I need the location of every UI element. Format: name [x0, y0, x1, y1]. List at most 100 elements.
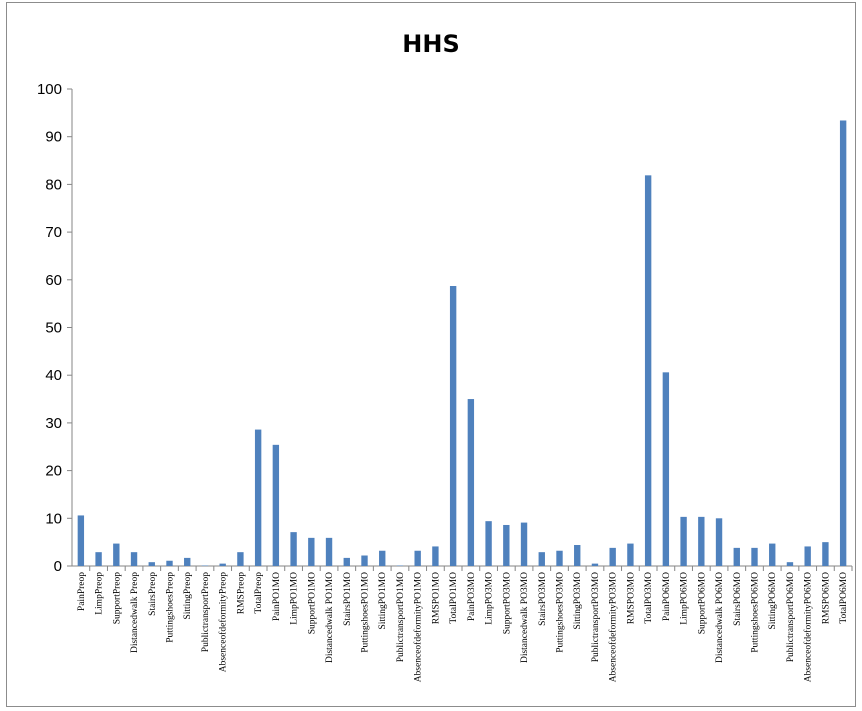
bar [733, 547, 740, 566]
bar [520, 522, 528, 566]
bar [769, 543, 776, 566]
y-tick-label: 70 [45, 224, 62, 241]
y-tick-label: 20 [45, 463, 62, 480]
x-tick-label: SupportPreop [112, 572, 122, 625]
bar [184, 557, 191, 566]
x-tick-label: Distancedwalk PO1MO [325, 572, 335, 663]
x-tick-label: TotalPreop [254, 572, 264, 614]
x-tick-label: SittingPO6MO [768, 572, 778, 630]
bar [662, 372, 670, 566]
y-tick-label: 50 [45, 320, 62, 337]
x-tick-label: PuttingshoesPO3MO [556, 572, 566, 653]
bar [467, 399, 475, 566]
x-tick-label: PublictransportPreop [201, 572, 211, 652]
bar [715, 518, 723, 566]
chart-title: HHS [402, 30, 460, 58]
x-tick-label: RMSPO3MO [626, 572, 636, 624]
bar [503, 524, 510, 566]
y-tick-label: 10 [45, 510, 62, 527]
bar [166, 560, 173, 566]
bar [148, 562, 155, 566]
x-tick-label: RMSPreop [236, 572, 246, 614]
bar [804, 546, 811, 566]
x-tick-label: SupportPO6MO [697, 572, 707, 634]
bar [290, 532, 297, 566]
y-tick-label: 30 [45, 415, 62, 432]
x-tick-label: TotalPO6MO [839, 572, 849, 624]
x-tick-label: TotalPO1MO [449, 572, 459, 624]
x-tick-label: SittingPreop [183, 572, 193, 620]
bar [644, 175, 652, 566]
bar [77, 515, 85, 566]
y-tick-label: 90 [45, 129, 62, 146]
x-tick-label: PuttingshoesPO6MO [751, 572, 761, 653]
bar [786, 562, 794, 566]
x-tick-label: StairsPreop [148, 572, 158, 616]
bar [237, 552, 244, 566]
bar [272, 444, 280, 566]
y-tick-label: 0 [54, 558, 62, 575]
bar [449, 286, 457, 566]
bar [414, 550, 421, 566]
bar [538, 552, 545, 566]
x-tick-label: LimpPreop [95, 572, 105, 615]
x-tick-label: StairsPO3MO [538, 572, 548, 626]
x-tick-label: RMSPO6MO [821, 572, 831, 624]
x-tick-label: LimpPO6MO [680, 572, 690, 625]
y-tick-label: 40 [45, 367, 62, 384]
bar [343, 557, 350, 566]
bar [556, 550, 563, 566]
x-tick-label: SupportPO1MO [307, 572, 317, 634]
x-tick-label: PainPO3MO [467, 572, 477, 621]
x-tick-label: PainPO6MO [662, 572, 672, 621]
bar [822, 542, 829, 566]
x-tick-label: AbsenceofdeformityPO6MO [803, 572, 814, 682]
x-tick-label: AbsenceofdeformityPO3MO [608, 572, 619, 682]
x-tick-label: RMSPO1MO [431, 572, 441, 624]
bar [627, 543, 634, 566]
x-tick-label: PublictransportPO6MO [786, 572, 796, 662]
x-tick-label: Distancedwalk PO6MO [715, 572, 725, 663]
bar [591, 563, 599, 566]
x-tick-label: PainPreop [77, 572, 87, 611]
x-tick-label: TotalPO3MO [644, 572, 654, 624]
bar [219, 563, 226, 566]
x-tick-label: LimpPO1MO [290, 572, 300, 625]
chart-area [6, 2, 856, 707]
bar [839, 120, 847, 566]
x-tick-label: SupportPO3MO [502, 572, 512, 634]
bar [95, 552, 102, 566]
x-tick-label: SittingPO3MO [573, 572, 583, 630]
x-tick-label: PuttingshoesPO1MO [361, 572, 371, 653]
x-tick-label: StairsPO1MO [343, 572, 353, 626]
bar [325, 537, 333, 566]
y-tick-label: 60 [45, 272, 62, 289]
x-tick-label: PuttingshoesPreop [166, 572, 176, 643]
x-tick-label: StairsPO6MO [733, 572, 743, 626]
x-tick-label: Distancedwalk Preop [130, 572, 140, 653]
x-tick-label: PublictransportPO3MO [591, 572, 601, 662]
bar [698, 516, 705, 566]
bar [751, 547, 758, 566]
bar [308, 537, 315, 566]
x-tick-label: LimpPO3MO [485, 572, 495, 625]
bar [254, 429, 262, 566]
bar [609, 547, 616, 566]
bar [680, 516, 687, 566]
bar [361, 555, 368, 566]
bar [113, 543, 120, 566]
x-tick-label: AbsenceofdeformityPO1MO [413, 572, 424, 682]
bar [432, 546, 439, 566]
x-tick-label: AbsenceofdeformityPreop [218, 572, 229, 672]
bar [574, 545, 581, 566]
y-tick-label: 100 [37, 81, 62, 98]
x-tick-label: Distancedwalk PO3MO [520, 572, 530, 663]
bar [130, 552, 138, 566]
bar [379, 550, 386, 566]
y-tick-label: 80 [45, 176, 62, 193]
bar [485, 521, 492, 566]
x-tick-label: PublictransportPO1MO [396, 572, 406, 662]
x-tick-label: PainPO1MO [272, 572, 282, 621]
x-tick-label: SittingPO1MO [378, 572, 388, 630]
